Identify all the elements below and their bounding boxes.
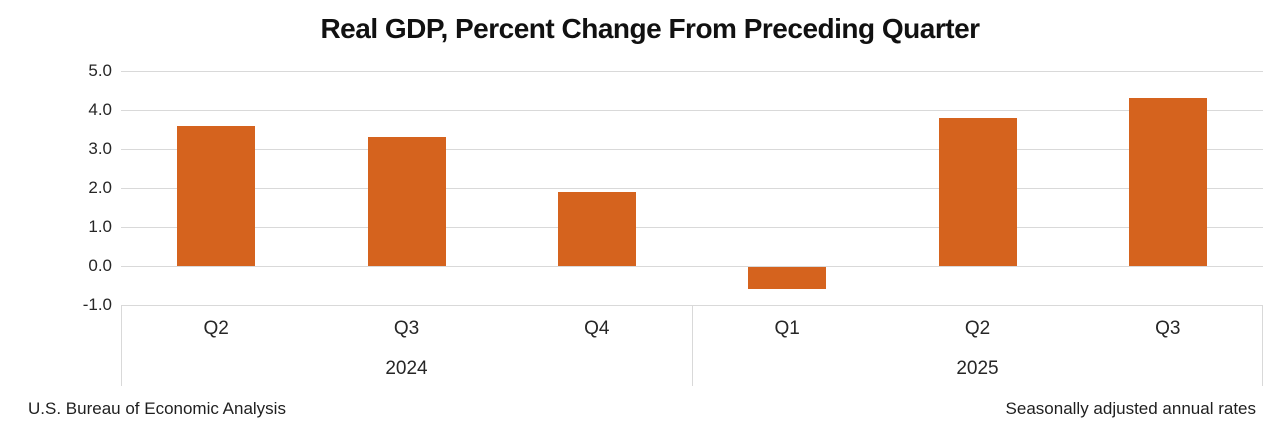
quarter-label: Q4 <box>584 318 610 339</box>
source-label: U.S. Bureau of Economic Analysis <box>28 399 286 418</box>
quarter-label: Q1 <box>774 318 800 339</box>
gridline <box>121 188 1263 189</box>
bar-2024-q2 <box>177 125 256 266</box>
quarter-label: Q2 <box>203 318 229 339</box>
y-tick-label: -1.0 <box>82 295 112 314</box>
y-tick-label: 2.0 <box>88 178 112 197</box>
year-label: 2024 <box>385 358 428 379</box>
gridline <box>121 149 1263 150</box>
bar-2025-q3 <box>1128 98 1207 266</box>
category-band-separator <box>692 305 693 386</box>
gridline <box>121 71 1263 72</box>
y-tick-label: 0.0 <box>88 256 112 275</box>
y-tick-label: 3.0 <box>88 139 112 158</box>
note-label: Seasonally adjusted annual rates <box>1005 399 1256 418</box>
bar-2025-q1 <box>748 267 827 290</box>
category-band-separator <box>121 305 122 386</box>
bar-2024-q3 <box>367 137 446 266</box>
chart-title: Real GDP, Percent Change From Preceding … <box>320 13 980 44</box>
quarter-label: Q3 <box>393 318 420 339</box>
bar-2024-q4 <box>557 191 636 266</box>
gridline <box>121 266 1263 267</box>
quarter-label: Q3 <box>1155 318 1181 339</box>
bar-2025-q2 <box>938 117 1017 266</box>
y-tick-label: 5.0 <box>88 61 112 80</box>
category-band-separator <box>1262 305 1263 386</box>
quarter-label: Q2 <box>964 318 991 339</box>
gridline <box>121 227 1263 228</box>
year-label: 2025 <box>956 358 999 379</box>
gridline <box>121 110 1263 111</box>
y-tick-label: 1.0 <box>88 217 112 236</box>
y-tick-label: 4.0 <box>88 100 112 119</box>
